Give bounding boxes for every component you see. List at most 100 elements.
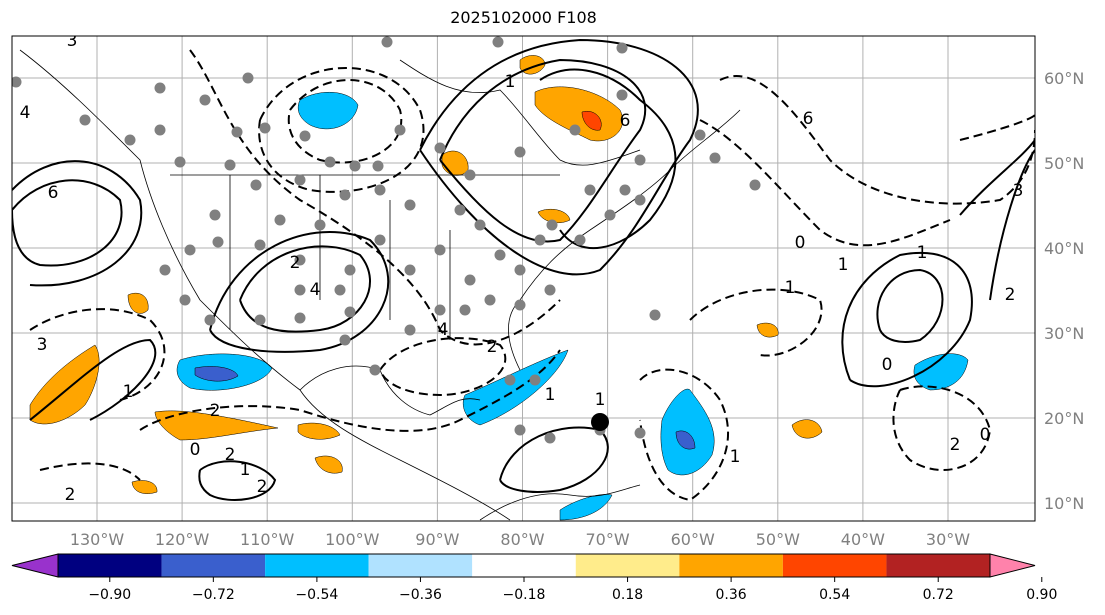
station-dot xyxy=(250,179,262,191)
station-dot xyxy=(12,76,22,88)
colorbar-segment xyxy=(575,554,680,577)
storm-center-marker xyxy=(591,413,609,431)
station-dot xyxy=(514,146,526,158)
station-dot xyxy=(79,114,91,126)
longitude-label: 80°W xyxy=(500,530,544,549)
station-dot xyxy=(339,189,351,201)
colorbar-segment xyxy=(368,554,473,577)
positive-anomaly xyxy=(29,344,100,425)
station-dot xyxy=(179,294,191,306)
positive-anomaly xyxy=(314,455,343,474)
contour-label: 2 xyxy=(290,253,301,273)
station-dot xyxy=(434,244,446,256)
colorbar-tick-label: 0.54 xyxy=(819,587,850,603)
station-dot xyxy=(709,152,721,164)
latitude-labels: 60°N 50°N 40°N 30°N 20°N 10°N xyxy=(1044,69,1084,513)
station-dot xyxy=(314,219,326,231)
station-dot xyxy=(274,214,286,226)
contour-label: 0 xyxy=(795,233,806,253)
colorbar-tick-label: −0.36 xyxy=(399,587,442,603)
longitude-label: 30°W xyxy=(926,530,970,549)
station-dot xyxy=(381,36,393,48)
station-dot xyxy=(344,264,356,276)
station-dot xyxy=(634,154,646,166)
contour-label: 2 xyxy=(1005,285,1016,305)
positive-anomaly xyxy=(131,480,158,494)
station-dot xyxy=(454,204,466,216)
coastlines xyxy=(19,49,741,521)
longitude-labels: 130°W 120°W 110°W 100°W 90°W 80°W 70°W 60°W 50°W… xyxy=(70,530,970,549)
station-dot xyxy=(294,284,306,296)
station-dot xyxy=(749,179,761,191)
station-dot xyxy=(544,284,556,296)
station-dot xyxy=(484,294,496,306)
station-dot xyxy=(184,244,196,256)
colorbar-extend-low xyxy=(11,553,59,578)
station-dot xyxy=(459,304,471,316)
latitude-label: 30°N xyxy=(1044,324,1084,343)
contour-label: 2 xyxy=(257,477,268,497)
strong-negative-anomaly xyxy=(194,366,239,382)
station-dot xyxy=(224,159,236,171)
map-frame xyxy=(11,35,1036,522)
map-frame-bg xyxy=(12,36,1035,521)
station-dot xyxy=(324,156,336,168)
station-dot xyxy=(569,124,581,136)
longitude-label: 40°W xyxy=(841,530,885,549)
station-dot xyxy=(334,284,346,296)
contour-label: 1 xyxy=(123,382,134,402)
station-dot xyxy=(494,249,506,261)
colorbar-tick-label: −0.90 xyxy=(88,587,131,603)
station-dot xyxy=(369,364,381,376)
station-dot xyxy=(212,236,224,248)
positive-anomaly xyxy=(297,422,341,440)
station-dot xyxy=(209,209,221,221)
station-dot xyxy=(464,274,476,286)
station-dot xyxy=(204,314,216,326)
colorbar-tick-label: 0.36 xyxy=(716,587,747,603)
positive-anomaly xyxy=(154,410,279,441)
longitude-label: 130°W xyxy=(70,530,125,549)
colorbar: −0.90 −0.72 −0.54 −0.36 −0.18 0.18 0.36 0.54 0.7… xyxy=(11,553,1057,603)
longitude-label: 100°W xyxy=(325,530,380,549)
negative-contours xyxy=(29,49,1035,502)
latitude-label: 60°N xyxy=(1044,69,1084,88)
station-dot xyxy=(404,324,416,336)
latitude-label: 50°N xyxy=(1044,154,1084,173)
contour-label: 1 xyxy=(505,72,516,92)
station-dot xyxy=(514,299,526,311)
station-dot xyxy=(299,130,311,142)
station-dot xyxy=(372,160,384,172)
station-dot xyxy=(694,129,706,141)
positive-anomaly xyxy=(756,322,779,338)
station-dot xyxy=(294,254,306,266)
contour-label: 2 xyxy=(65,485,76,505)
contour-label: 1 xyxy=(595,390,606,410)
positive-contours xyxy=(12,38,1035,501)
contour-label: 1 xyxy=(785,278,796,298)
colorbar-segment xyxy=(886,554,990,577)
station-dot xyxy=(199,94,211,106)
colorbar-tick-label: −0.72 xyxy=(192,587,235,603)
strong-negative-anomaly xyxy=(675,430,696,450)
station-dot xyxy=(394,124,406,136)
station-dot xyxy=(254,314,266,326)
station-dot xyxy=(529,374,541,386)
longitude-label: 90°W xyxy=(415,530,459,549)
station-dot xyxy=(124,134,136,146)
contour-label: 0 xyxy=(980,425,991,445)
colorbar-tick-label: 0.90 xyxy=(1026,587,1057,603)
positive-anomaly xyxy=(791,419,823,439)
contour-label: 4 xyxy=(438,320,449,340)
contour-label: 1 xyxy=(730,447,741,467)
contour-label: 1 xyxy=(917,243,928,263)
station-dot xyxy=(259,122,271,134)
station-dot xyxy=(649,309,661,321)
colorbar-segment xyxy=(782,554,887,577)
latitude-label: 10°N xyxy=(1044,494,1084,513)
station-dot xyxy=(434,304,446,316)
station-dot xyxy=(434,142,446,154)
station-dot xyxy=(504,374,516,386)
